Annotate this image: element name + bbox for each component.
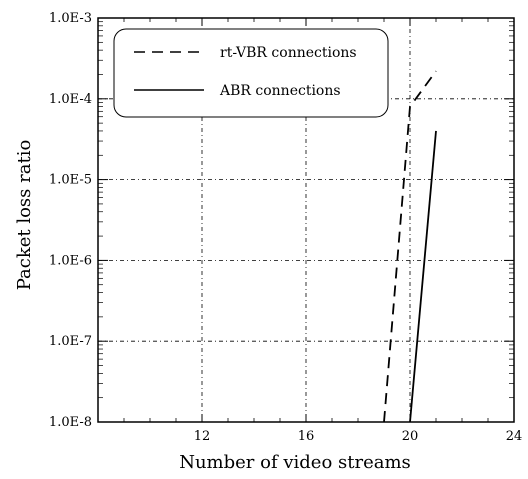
y-tick-label: 1.0E-8: [49, 415, 92, 430]
y-tick-label: 1.0E-4: [49, 92, 92, 107]
x-tick-label: 16: [298, 429, 315, 444]
legend: rt-VBR connections ABR connections: [113, 28, 389, 118]
series-line-rt-vbr: [383, 70, 437, 423]
x-tick-label: 20: [402, 429, 419, 444]
legend-box: [113, 28, 389, 118]
series-line-abr: [409, 130, 437, 423]
y-axis-title: Packet loss ratio: [14, 140, 35, 291]
y-tick-label: 1.0E-6: [49, 253, 92, 268]
y-tick-label: 1.0E-3: [49, 11, 92, 26]
series-lines: [383, 70, 437, 423]
legend-label-rt-vbr: rt-VBR connections: [220, 45, 357, 61]
y-tick-label: 1.0E-5: [49, 173, 92, 188]
tick-labels: 12 16 20 24 1.0E-8 1.0E-7 1.0E-6 1.0E-5 1.0E-4 1.…: [49, 11, 522, 444]
y-tick-label: 1.0E-7: [49, 334, 92, 349]
x-axis-title: Number of video streams: [179, 452, 411, 473]
axis-ticks: [98, 17, 515, 423]
x-tick-label: 24: [506, 429, 523, 444]
legend-label-abr: ABR connections: [219, 83, 341, 99]
x-tick-label: 12: [194, 429, 211, 444]
